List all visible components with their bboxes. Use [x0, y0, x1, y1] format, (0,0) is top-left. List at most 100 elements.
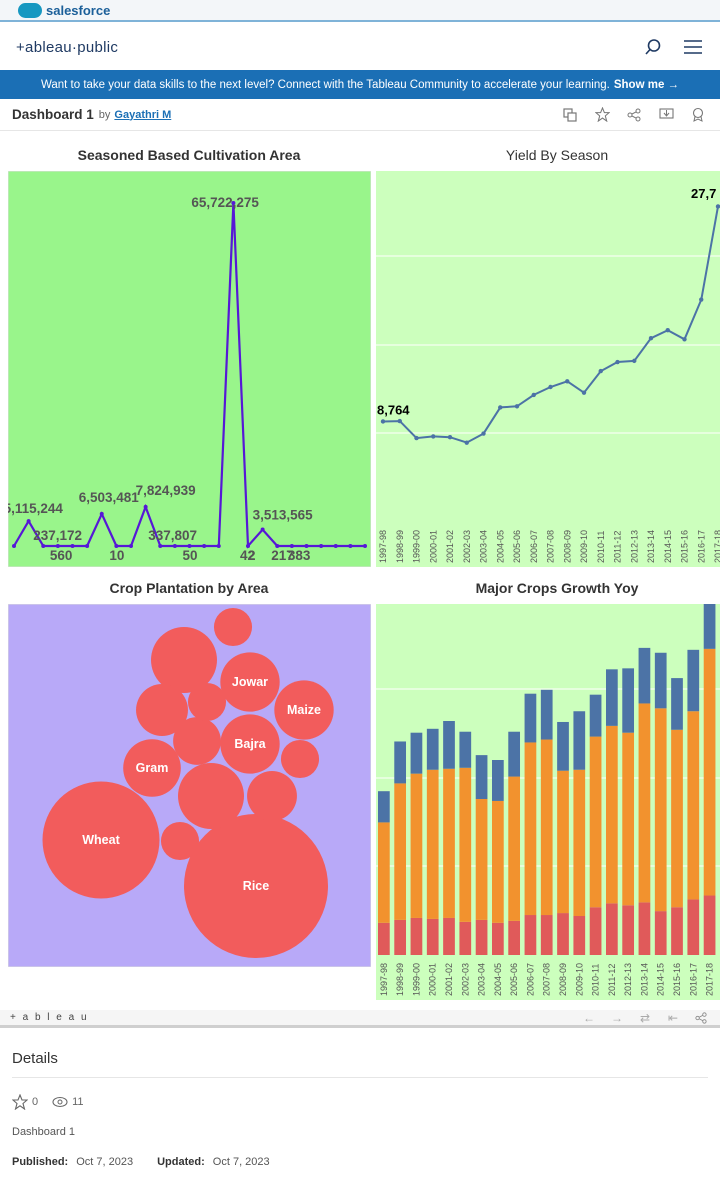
yield-tick-label: 2008-09 — [562, 530, 572, 563]
growth-bar-orange — [557, 770, 569, 914]
growth-bar-blue — [671, 678, 683, 730]
growth-bar-orange — [508, 776, 521, 921]
growth-tick-label: 2001-02 — [444, 963, 454, 996]
cultivation-data-label: 383 — [288, 548, 311, 563]
bubble — [280, 739, 320, 779]
yield-point — [498, 405, 503, 410]
growth-bar-red — [410, 917, 423, 955]
bubble — [151, 627, 217, 693]
growth-bar-blue — [508, 731, 521, 777]
growth-bar-orange — [443, 768, 455, 918]
cultivation-point — [304, 544, 309, 548]
cultivation-point — [275, 544, 280, 548]
yield-tick-label: 2012-13 — [629, 530, 639, 563]
share-icon[interactable] — [624, 105, 644, 125]
dashboard-title: Dashboard 1 — [12, 107, 94, 122]
cultivation-point — [319, 544, 324, 548]
redo-icon[interactable]: → — [611, 1010, 623, 1025]
cultivation-data-label: 2 — [248, 548, 256, 563]
yield-tick-label: 2013-14 — [646, 530, 656, 563]
growth-bar-chart[interactable]: 1997-98 1998-99 1999-00 2000-01 2001-02 2002-… — [376, 604, 720, 1000]
yield-point — [565, 379, 570, 384]
badge-icon[interactable] — [688, 105, 708, 125]
yield-point — [581, 390, 587, 395]
cultivation-point — [246, 544, 250, 548]
published-label: Published: — [12, 1156, 69, 1168]
growth-tick-label: 2014-15 — [656, 963, 666, 996]
tableau-public-logo[interactable]: +ableau·public — [16, 38, 119, 56]
growth-tick-label: 2015-16 — [672, 963, 682, 996]
yield-tick-label: 2017-18 — [713, 530, 720, 563]
growth-bar-orange — [638, 703, 651, 903]
crop-bubble-chart[interactable]: Rice Wheat Jowar Maize Bajra Gram — [8, 604, 371, 967]
banner-text: Want to take your data skills to the nex… — [40, 78, 610, 91]
share-viz-icon[interactable] — [692, 1011, 710, 1025]
salesforce-brand[interactable]: salesforce — [46, 2, 111, 18]
yield-point — [531, 392, 536, 398]
updated-label: Updated: — [157, 1156, 205, 1168]
growth-bar-red — [557, 913, 569, 955]
community-banner: Want to take your data skills to the nex… — [0, 70, 720, 99]
menu-icon[interactable] — [682, 36, 704, 58]
cultivation-point — [187, 544, 192, 548]
growth-bar-blue — [622, 668, 635, 733]
bubble-gram — [123, 739, 181, 797]
favorite-icon[interactable] — [592, 105, 612, 125]
yield-plot-bg — [376, 171, 720, 567]
undo-icon[interactable]: ← — [583, 1010, 595, 1025]
yield-tick-label: 2014-15 — [663, 530, 673, 563]
growth-tick-label: 2016-17 — [688, 963, 698, 996]
banner-show-me-link[interactable]: Show me → — [613, 78, 680, 91]
details-viz-name: Dashboard 1 — [12, 1126, 75, 1138]
growth-bar-blue — [394, 741, 407, 784]
growth-bar-orange — [524, 742, 537, 916]
bubble — [136, 684, 188, 736]
favorites-count[interactable]: 0 — [12, 1094, 38, 1110]
cultivation-data-label: 65,722,275 — [191, 195, 259, 210]
growth-bar-red — [492, 922, 504, 955]
growth-bar-orange — [459, 767, 472, 922]
yield-tick-label: 2005-06 — [512, 530, 522, 563]
yield-tick-label: 1998-99 — [395, 530, 405, 563]
copy-icon[interactable] — [560, 105, 580, 125]
growth-bar-orange — [540, 739, 553, 916]
growth-bar-red — [654, 911, 667, 955]
bubble-bajra — [220, 714, 280, 774]
views-value: 11 — [72, 1096, 84, 1108]
cultivation-point — [333, 544, 338, 548]
growth-bar-blue — [638, 647, 651, 704]
cultivation-point — [289, 544, 294, 548]
growth-bar-blue — [540, 689, 553, 740]
growth-tick-label: 2002-03 — [460, 963, 470, 996]
growth-bar-red — [524, 915, 537, 955]
growth-bar-blue — [443, 721, 455, 769]
growth-bar-red — [443, 917, 455, 955]
cultivation-data-label: 337,807 — [148, 528, 197, 543]
cultivation-point — [26, 519, 31, 524]
growth-tick-label: 2017-18 — [705, 963, 715, 996]
growth-tick-label: 2007-08 — [542, 963, 552, 996]
tableau-footer-logo[interactable]: + a b l e a u — [10, 1012, 89, 1023]
bubble — [247, 771, 297, 821]
bubble — [178, 763, 244, 829]
dashboard-header: Dashboard 1 by Gayathri M — [0, 99, 720, 131]
growth-bar-blue — [703, 604, 716, 649]
yield-point — [682, 337, 687, 342]
bubble-label: Jowar — [232, 675, 268, 689]
yield-line-chart[interactable]: 8,764 27,7 1997-98 1998-99 1999-00 2000-01 200… — [376, 171, 720, 567]
download-icon[interactable] — [656, 105, 676, 125]
revert-icon[interactable]: ⇄ — [639, 1010, 651, 1025]
cultivation-point — [231, 200, 236, 205]
reset-icon[interactable]: ⇤ — [667, 1010, 679, 1025]
yield-end-label: 27,7 — [691, 186, 716, 201]
tableau-toolbar: + a b l e a u ← → ⇄ ⇤ — [0, 1010, 720, 1028]
growth-bar-orange — [606, 725, 618, 904]
yield-point — [632, 358, 637, 364]
author-link[interactable]: Gayathri M — [114, 108, 172, 121]
search-icon[interactable] — [642, 36, 664, 58]
growth-bar-red — [606, 903, 618, 955]
yield-tick-label: 2001-02 — [445, 530, 455, 563]
cultivation-line-chart[interactable]: 65,722,275 5,115,244 237,172 6,503,4817,824… — [8, 171, 371, 567]
eye-icon — [52, 1096, 68, 1108]
growth-bar-blue — [492, 760, 504, 801]
